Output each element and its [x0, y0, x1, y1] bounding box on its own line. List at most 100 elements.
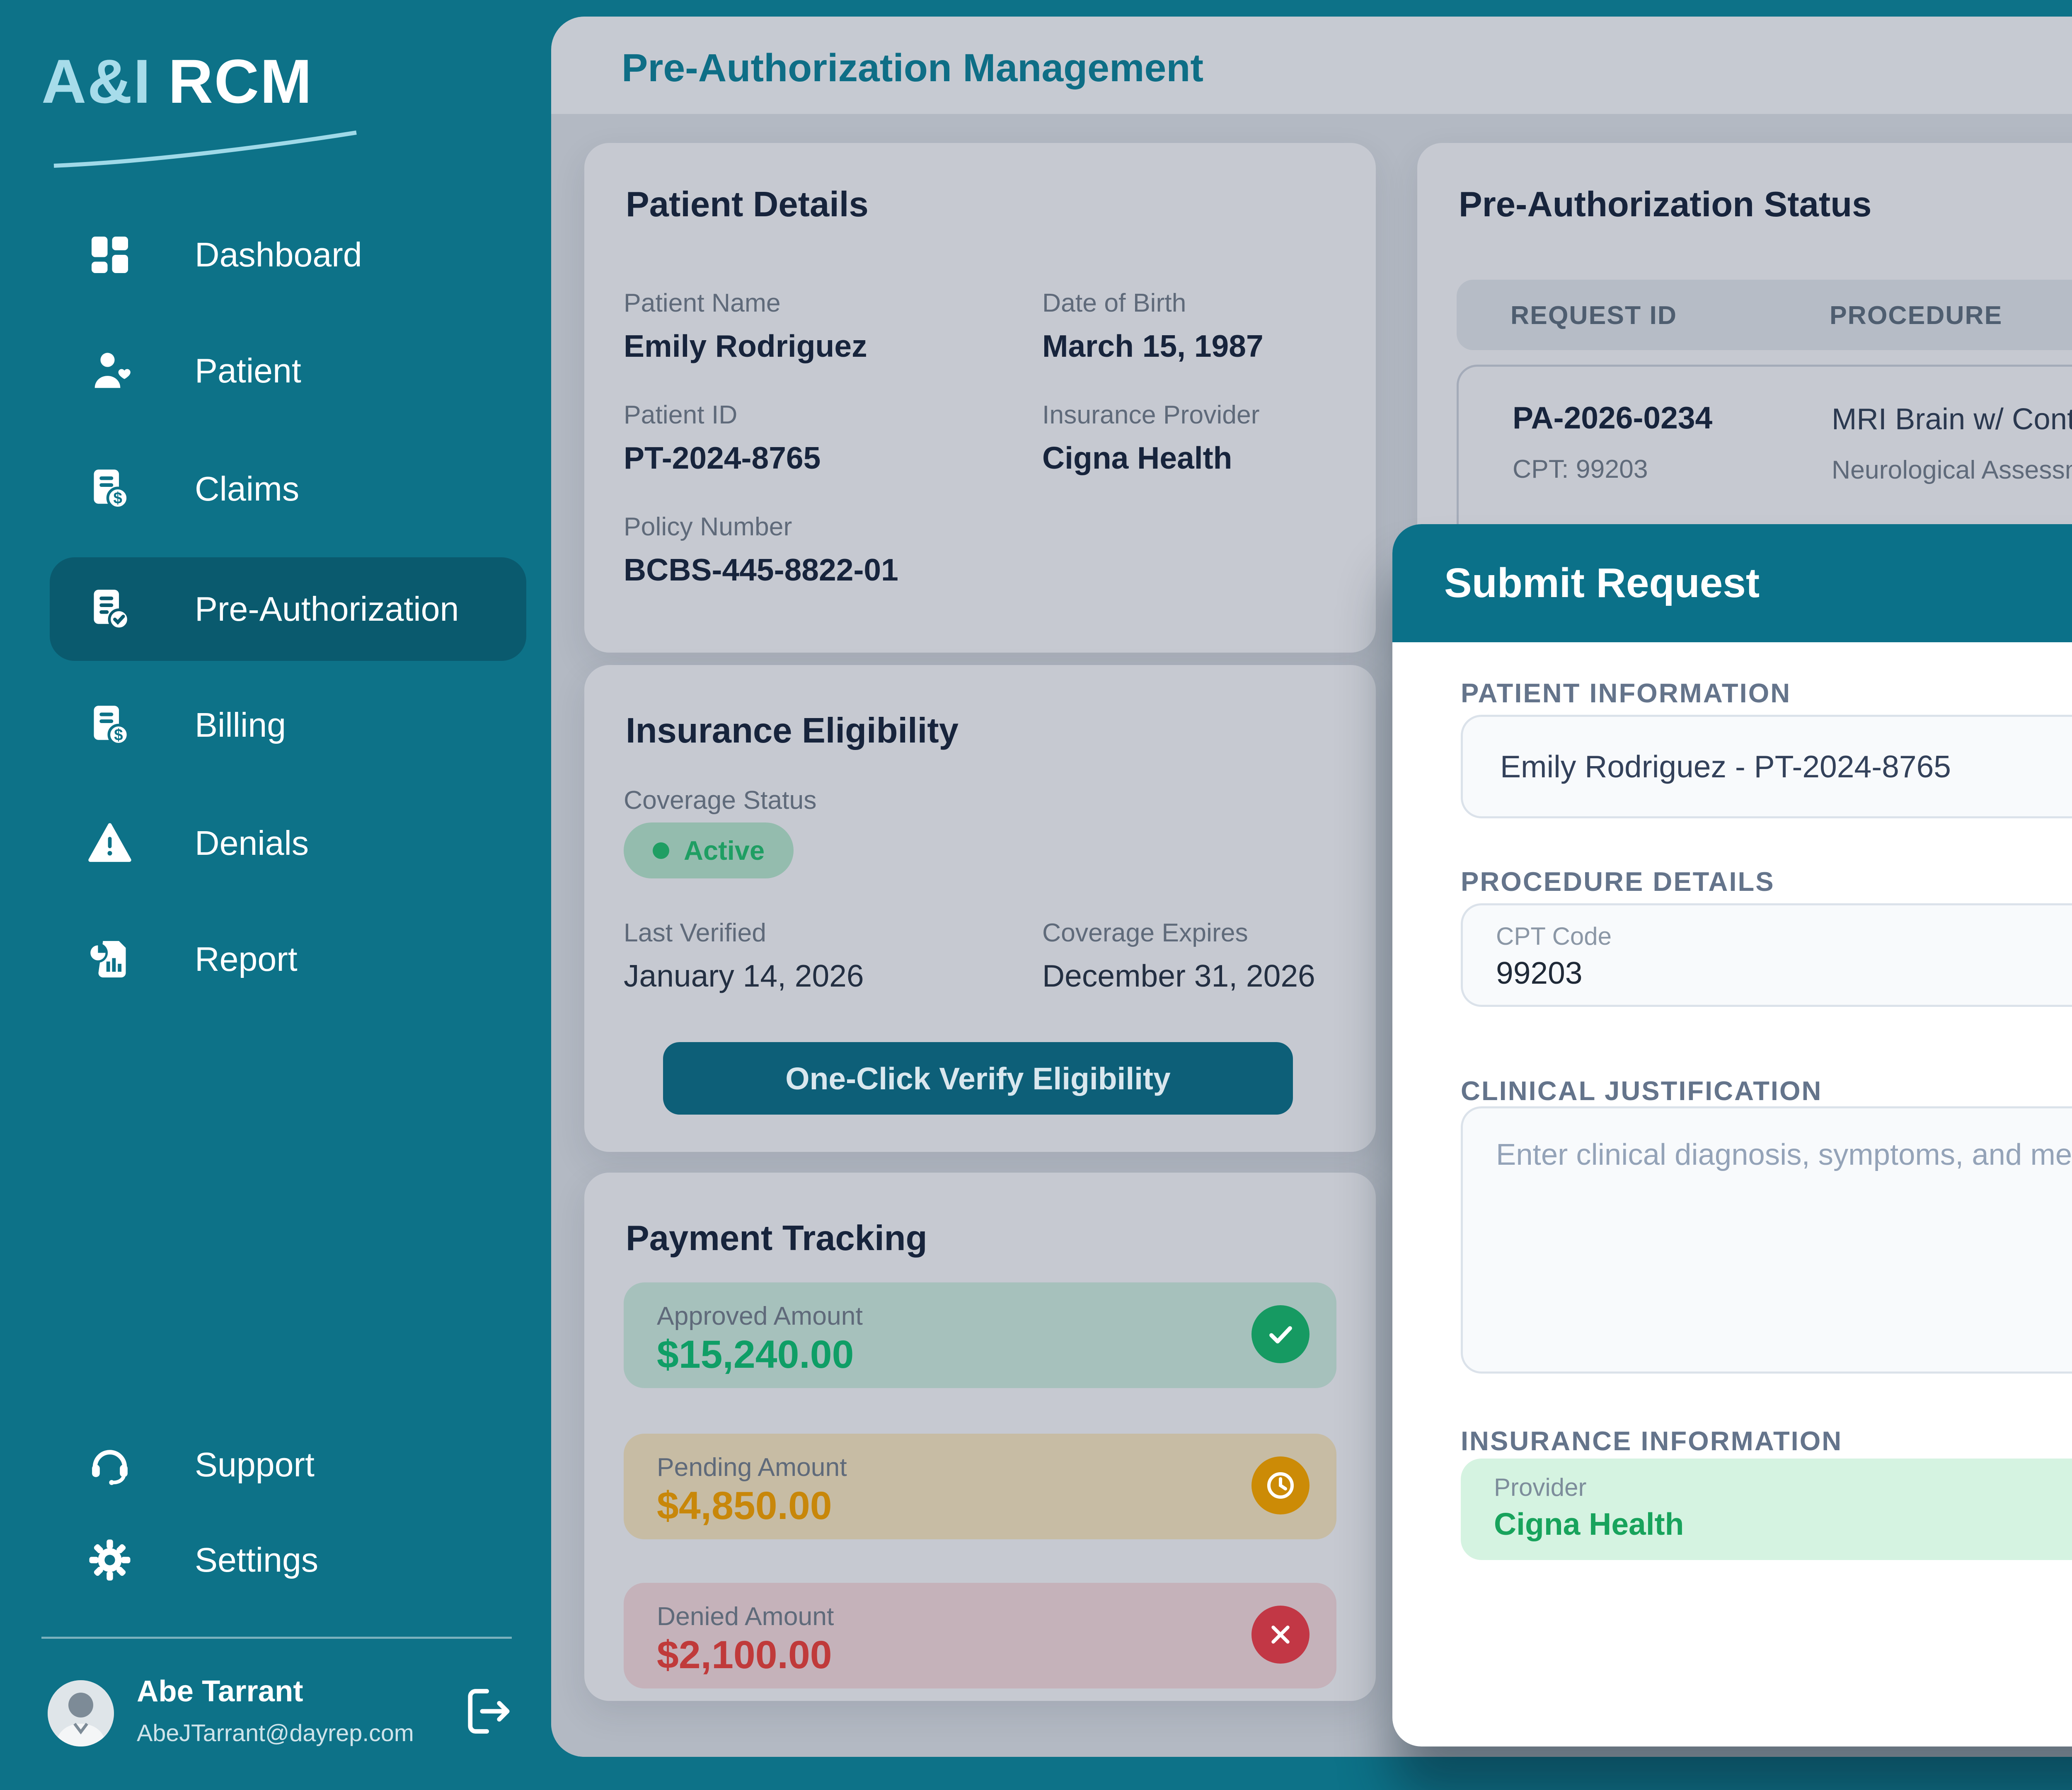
cell-request-id: PA-2026-0234 CPT: 99203	[1513, 400, 1712, 484]
brand-logo: A&I RCM	[41, 46, 313, 117]
provider-value: Cigna Health	[1494, 1507, 1684, 1541]
sidebar-item-pre-authorization[interactable]: Pre-Authorization	[50, 557, 526, 661]
field-value: BCBS-445-8822-01	[624, 552, 898, 587]
sidebar-item-dashboard[interactable]: Dashboard	[50, 213, 526, 296]
brand-secondary: RCM	[168, 46, 313, 116]
coverage-status-label: Coverage Status	[624, 786, 817, 815]
sidebar-item-label: Billing	[195, 706, 286, 744]
clock-icon	[1251, 1456, 1310, 1514]
sidebar-item-label: Pre-Authorization	[195, 590, 459, 628]
section-label-clinical-justification: CLINICAL JUSTIFICATION	[1461, 1076, 1823, 1106]
field-last-verified: Last Verified January 14, 2026	[624, 918, 864, 994]
payment-tracking-title: Payment Tracking	[626, 1219, 927, 1258]
sidebar-item-billing[interactable]: $ Billing	[50, 684, 526, 767]
brand-primary: A&I	[41, 46, 152, 116]
sidebar-item-denials[interactable]: Denials	[50, 802, 526, 885]
field-coverage-expires: Coverage Expires December 31, 2026	[1042, 918, 1315, 994]
modal-header: Submit Request	[1392, 524, 2072, 642]
field-label: Date of Birth	[1042, 288, 1186, 317]
column-header-request-id: REQUEST ID	[1510, 301, 1677, 330]
avatar-person-icon	[48, 1680, 114, 1746]
payment-amount: $2,100.00	[657, 1633, 832, 1677]
field-insurance-provider: Insurance Provider Cigna Health	[1042, 400, 1260, 476]
section-label-insurance-information: INSURANCE INFORMATION	[1461, 1426, 1843, 1456]
clinical-justification-textarea[interactable]	[1461, 1106, 2072, 1374]
sidebar-item-patient[interactable]: Patient	[50, 329, 526, 412]
preauth-status-title: Pre-Authorization Status	[1459, 185, 1872, 224]
sidebar-item-label: Patient	[195, 351, 301, 390]
verify-eligibility-button[interactable]: One-Click Verify Eligibility	[663, 1042, 1293, 1115]
svg-text:$: $	[114, 726, 123, 744]
field-value: December 31, 2026	[1042, 958, 1315, 993]
table-row[interactable]: PA-2026-0234 CPT: 99203 MRI Brain w/ Con…	[1457, 365, 2072, 557]
field-label: Coverage Expires	[1042, 918, 1248, 947]
field-policy-number: Policy Number BCBS-445-8822-01	[624, 512, 898, 588]
section-label-procedure-details: PROCEDURE DETAILS	[1461, 866, 1775, 897]
field-value: PT-2024-8765	[624, 440, 821, 475]
field-label: Patient Name	[624, 288, 781, 317]
sidebar-divider	[41, 1637, 512, 1639]
pre-authorization-icon	[94, 590, 130, 631]
sidebar-item-label: Report	[195, 940, 298, 978]
field-date-of-birth: Date of Birth March 15, 1987	[1042, 288, 1264, 364]
provider-label: Provider	[1494, 1473, 1587, 1501]
field-value: March 15, 1987	[1042, 329, 1264, 363]
sidebar-item-label: Support	[195, 1445, 315, 1484]
payment-label: Pending Amount	[657, 1453, 847, 1482]
logout-icon[interactable]	[460, 1682, 518, 1740]
brand-underline-swoosh	[53, 131, 357, 168]
patient-details-title: Patient Details	[626, 185, 869, 224]
sidebar-item-support[interactable]: Support	[50, 1423, 526, 1506]
sidebar-item-claims[interactable]: $ Claims	[50, 448, 526, 530]
main-panel: Pre-Authorization Management Patient Det…	[551, 17, 2072, 1757]
payment-row-denied: Denied Amount $2,100.00	[624, 1583, 1336, 1688]
user-email: AbeJTarrant@dayrep.com	[137, 1720, 414, 1746]
content-area: Patient Details Patient Name Emily Rodri…	[551, 114, 2072, 1757]
denials-warning-icon	[88, 823, 131, 862]
payment-row-approved: Approved Amount $15,240.00	[624, 1282, 1336, 1388]
modal-body: PATIENT INFORMATION PROCEDURE DETAILS CP…	[1461, 642, 2072, 1746]
section-label-patient-information: PATIENT INFORMATION	[1461, 678, 1791, 708]
request-id: PA-2026-0234	[1513, 400, 1713, 435]
field-label: Policy Number	[624, 512, 792, 541]
status-badge-label: Active	[684, 835, 765, 866]
insurance-eligibility-title: Insurance Eligibility	[626, 711, 959, 750]
svg-text:$: $	[114, 489, 122, 507]
active-dot-icon	[653, 842, 669, 859]
page-title: Pre-Authorization Management	[622, 46, 1203, 90]
field-value: Emily Rodriguez	[624, 329, 867, 363]
support-headset-icon	[92, 1450, 128, 1485]
report-icon	[88, 941, 126, 977]
sidebar-item-report[interactable]: Report	[50, 918, 526, 1001]
field-value: January 14, 2026	[624, 958, 864, 993]
payment-row-pending: Pending Amount $4,850.00	[624, 1434, 1336, 1539]
column-header-procedure: PROCEDURE	[1830, 301, 2003, 330]
request-id-sub: CPT: 99203	[1513, 455, 1648, 484]
cpt-code-label: CPT Code	[1496, 922, 1612, 950]
payment-label: Denied Amount	[657, 1602, 834, 1631]
submit-request-modal: Submit Request PATIENT INFORMATION PROCE…	[1392, 524, 2072, 1746]
sidebar-item-label: Claims	[195, 469, 300, 508]
sidebar-item-label: Dashboard	[195, 235, 362, 274]
provider-card[interactable]: Provider Cigna Health	[1461, 1459, 2072, 1560]
field-patient-id: Patient ID PT-2024-8765	[624, 400, 821, 476]
cpt-code-field[interactable]: CPT Code 99203	[1461, 903, 2072, 1007]
table-header: REQUEST ID PROCEDURE STATUS SUBMITTED AC…	[1457, 280, 2072, 350]
user-avatar[interactable]	[48, 1680, 114, 1746]
sidebar-item-label: Settings	[195, 1541, 319, 1579]
sidebar: A&I RCM Dashboard Patient	[0, 0, 553, 1790]
payment-tracking-card: Payment Tracking Approved Amount $15,240…	[584, 1173, 1376, 1701]
payment-amount: $15,240.00	[657, 1333, 854, 1376]
user-name: Abe Tarrant	[137, 1674, 303, 1708]
patient-information-input[interactable]	[1461, 715, 2072, 818]
claims-icon: $	[94, 469, 129, 510]
field-label: Insurance Provider	[1042, 400, 1260, 429]
field-value: Cigna Health	[1042, 440, 1232, 475]
field-label: Last Verified	[624, 918, 766, 947]
sidebar-item-settings[interactable]: Settings	[50, 1519, 526, 1601]
procedure-sub: Neurological Assessment	[1832, 455, 2072, 484]
cell-procedure: MRI Brain w/ Contrast Neurological Asses…	[1832, 402, 2072, 485]
payment-amount: $4,850.00	[657, 1484, 832, 1528]
insurance-eligibility-card: Insurance Eligibility Coverage Status Ac…	[584, 665, 1376, 1152]
